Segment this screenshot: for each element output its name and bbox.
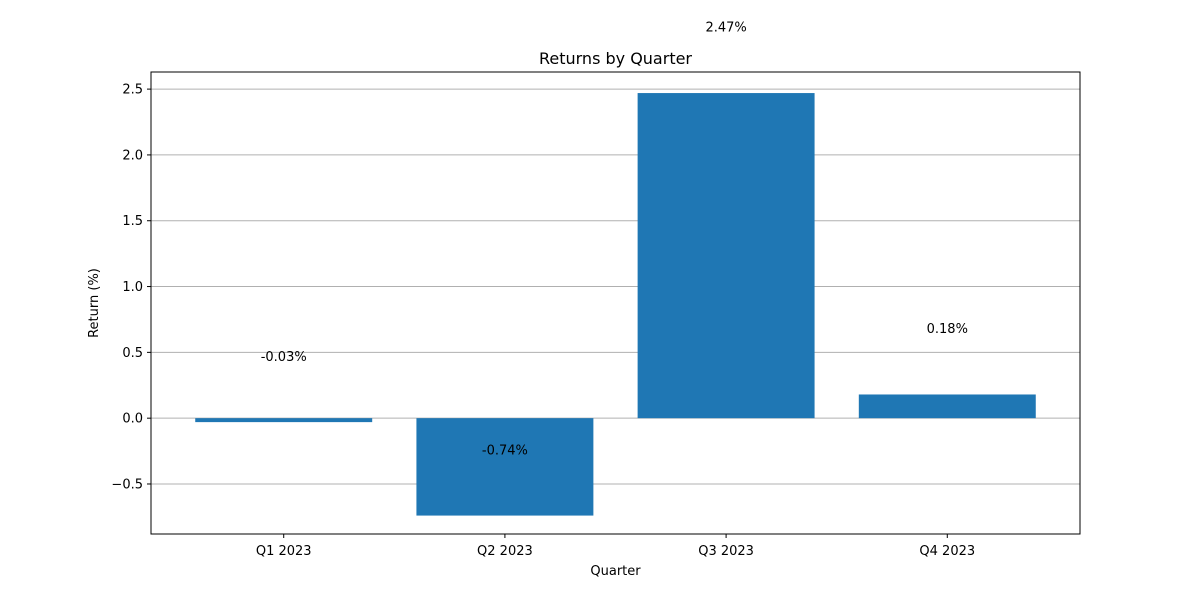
bar-q1-2023	[195, 418, 373, 423]
y-tick-label: −0.5	[111, 477, 143, 492]
x-axis-ticks: Q1 2023 Q2 2023 Q3 2023 Q4 2023	[256, 534, 975, 559]
x-axis-label: Quarter	[590, 564, 641, 579]
bar-q2-2023	[416, 418, 594, 516]
y-tick-label: 2.0	[122, 148, 143, 163]
x-tick-label: Q4 2023	[919, 544, 975, 559]
data-label: -0.03%	[261, 350, 307, 365]
data-label: -0.74%	[482, 443, 528, 458]
bars	[195, 93, 1036, 516]
y-tick-label: 2.5	[122, 83, 143, 98]
y-tick-label: 0.0	[122, 412, 143, 427]
data-label: 0.18%	[927, 322, 968, 337]
plot-area-frame	[150, 71, 1081, 535]
x-tick-label: Q1 2023	[256, 544, 312, 559]
x-tick-label: Q3 2023	[698, 544, 754, 559]
gridlines	[151, 88, 1080, 485]
y-tick-label: 1.5	[122, 214, 143, 229]
bar-q4-2023	[858, 394, 1036, 419]
data-labels: -0.03% -0.74% 2.47% 0.18%	[261, 21, 968, 459]
data-label: 2.47%	[705, 21, 746, 36]
x-tick-label: Q2 2023	[477, 544, 533, 559]
bar-q3-2023	[637, 93, 815, 419]
y-axis-label: Return (%)	[87, 268, 102, 338]
y-axis-ticks: −0.5 0.0 0.5 1.0 1.5 2.0 2.5	[111, 83, 151, 492]
chart-title: Returns by Quarter	[539, 49, 692, 68]
y-tick-label: 1.0	[122, 280, 143, 295]
y-tick-label: 0.5	[122, 346, 143, 361]
